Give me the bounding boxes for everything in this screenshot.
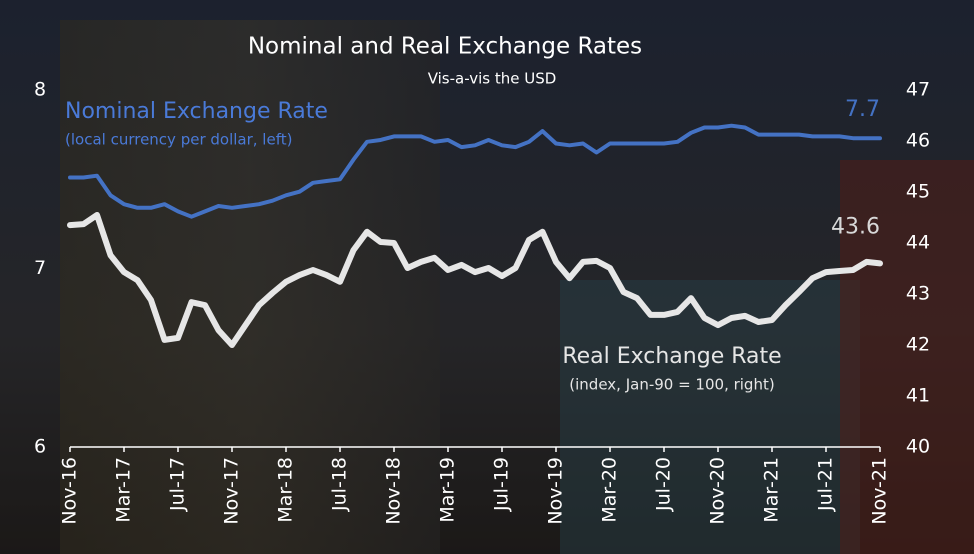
x-tick-label: Jul-17 (167, 457, 189, 512)
x-tick-label: Mar-21 (761, 457, 783, 523)
y-tick-label: 8 (34, 79, 46, 101)
y2-tick-label: 47 (906, 79, 930, 101)
x-tick-label: Jul-19 (491, 457, 513, 512)
y2-tick-label: 40 (906, 436, 930, 458)
x-tick-label: Nov-18 (383, 457, 405, 525)
x-tick-label: Mar-19 (437, 457, 459, 523)
legend-note: (local currency per dollar, left) (65, 131, 292, 149)
series-line (67, 212, 883, 348)
x-tick-label: Nov-20 (707, 457, 729, 525)
value-label: 7.7 (845, 97, 880, 122)
chart-subtitle: Vis-a-vis the USD (428, 70, 557, 88)
x-tick-label: Mar-17 (113, 457, 135, 523)
x-tick-label: Jul-21 (815, 457, 837, 512)
y2-tick-label: 41 (906, 385, 930, 407)
x-tick-label: Nov-19 (545, 457, 567, 525)
y2-tick-label: 46 (906, 130, 930, 152)
legend-label: Real Exchange Rate (562, 344, 781, 369)
x-tick-label: Nov-17 (221, 457, 243, 525)
x-tick-label: Jul-18 (329, 457, 351, 512)
y2-tick-label: 43 (906, 283, 930, 305)
value-label: 43.6 (831, 214, 880, 239)
legend-label: Nominal Exchange Rate (65, 99, 328, 124)
x-tick-label: Nov-16 (59, 457, 81, 525)
x-tick-label: Jul-20 (653, 457, 675, 512)
series-line (68, 123, 882, 219)
y-tick-label: 7 (34, 257, 46, 279)
y2-tick-label: 44 (906, 232, 930, 254)
x-tick-label: Mar-18 (275, 457, 297, 523)
y2-tick-label: 45 (906, 181, 930, 203)
legend-note: (index, Jan-90 = 100, right) (569, 376, 774, 394)
y-tick-label: 6 (34, 436, 46, 458)
x-tick-label: Mar-20 (599, 457, 621, 523)
x-tick-label: Nov-21 (869, 457, 891, 525)
y2-tick-label: 42 (906, 334, 930, 356)
chart-title: Nominal and Real Exchange Rates (248, 34, 642, 60)
